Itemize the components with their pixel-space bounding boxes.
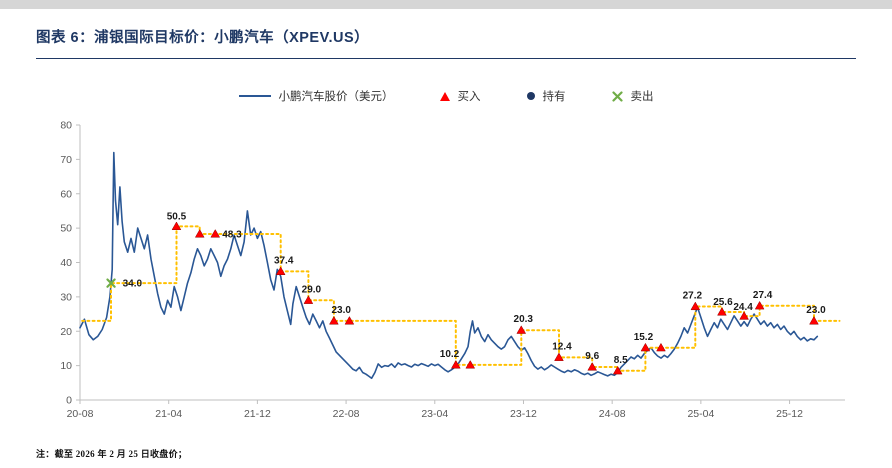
target-price-label: 37.4	[274, 255, 294, 266]
target-price-label: 10.2	[440, 349, 460, 360]
x-axis-label: 21-04	[155, 408, 182, 420]
y-axis-label: 30	[60, 291, 72, 303]
buy-marker	[194, 229, 205, 238]
chart-footnote: 注：截至 2026 年 2 月 25 日收盘价；	[36, 449, 188, 459]
sell-marker-icon	[611, 90, 623, 102]
legend-label-sell: 卖出	[630, 91, 654, 103]
buy-marker	[656, 342, 666, 352]
y-axis-label: 70	[60, 154, 72, 166]
buy-marker	[210, 229, 221, 238]
sell-marker	[106, 278, 116, 288]
legend-item-sell: 卖出	[611, 88, 654, 104]
y-axis-label: 40	[60, 257, 72, 269]
buy-marker	[739, 311, 749, 320]
price-line-swatch	[238, 94, 271, 98]
legend-item-buy: 买入	[439, 88, 481, 104]
target-price-label: 27.4	[753, 290, 773, 301]
target-price-label: 34.0	[123, 279, 143, 290]
buy-marker	[451, 360, 461, 369]
y-axis-label: 50	[60, 223, 72, 235]
y-axis-label: 80	[60, 120, 72, 132]
target-price-chart: 0 10 20 30 40 50 60 70 80 20-08 21-04 21-12 22-08 23-…	[60, 120, 845, 420]
buy-marker	[303, 295, 314, 304]
price-line	[79, 151, 819, 380]
buy-marker	[690, 301, 701, 311]
page-top-bar	[0, 0, 892, 9]
chart-title: 图表 6：浦银国际目标价：小鹏汽车（XPEV.US）	[36, 30, 370, 46]
buy-marker	[275, 266, 286, 275]
title-divider	[36, 58, 856, 59]
x-axis-label: 23-12	[510, 408, 537, 420]
buy-marker-icon	[439, 91, 450, 101]
y-axis-label: 60	[60, 188, 72, 200]
y-axis-label: 0	[66, 395, 72, 407]
target-price-label: 9.6	[585, 351, 599, 362]
x-axis-label: 23-04	[421, 408, 448, 420]
target-price-label: 20.3	[514, 314, 534, 325]
buy-marker	[516, 325, 527, 334]
x-axis-label: 20-08	[67, 408, 94, 420]
target-price-label: 23.0	[806, 305, 826, 316]
hold-marker-icon	[526, 92, 535, 100]
y-axis-label: 10	[60, 360, 72, 372]
target-price-label: 23.0	[331, 305, 351, 316]
chart-legend: 小鹏汽车股价（美元） 买入 持有 卖出	[0, 88, 892, 104]
buy-marker	[587, 362, 598, 371]
buy-marker	[554, 352, 564, 361]
y-axis-label: 20	[60, 326, 72, 338]
legend-label-buy: 买入	[457, 91, 481, 103]
x-axis-label: 21-12	[244, 408, 271, 420]
legend-label-hold: 持有	[542, 91, 566, 103]
buy-marker	[717, 307, 727, 316]
x-axis-label: 24-08	[599, 408, 626, 420]
target-price-label: 8.5	[614, 355, 628, 366]
buy-marker	[612, 365, 623, 375]
target-price-label: 24.4	[733, 302, 753, 313]
x-axis-label: 22-08	[333, 408, 360, 420]
target-price-label: 50.5	[167, 211, 187, 222]
x-axis-label: 25-04	[687, 408, 714, 420]
buy-marker	[640, 342, 651, 352]
legend-label-price: 小鹏汽车股价（美元）	[278, 91, 394, 103]
buy-marker	[344, 316, 355, 325]
buy-marker	[809, 316, 819, 325]
target-price-label: 29.0	[302, 284, 322, 295]
legend-item-price: 小鹏汽车股价（美元）	[238, 88, 394, 104]
target-price-label: 15.2	[634, 332, 654, 343]
buy-marker	[465, 360, 476, 369]
target-price-label: 27.2	[683, 291, 703, 302]
legend-item-hold: 持有	[526, 88, 566, 104]
buy-marker	[754, 300, 765, 310]
x-axis-label: 25-12	[776, 408, 803, 420]
buy-marker	[171, 221, 182, 230]
target-price-label: 25.6	[713, 297, 733, 308]
buy-marker	[329, 316, 339, 325]
target-price-label: 12.4	[552, 341, 572, 352]
target-price-label: 48.3	[222, 229, 242, 240]
